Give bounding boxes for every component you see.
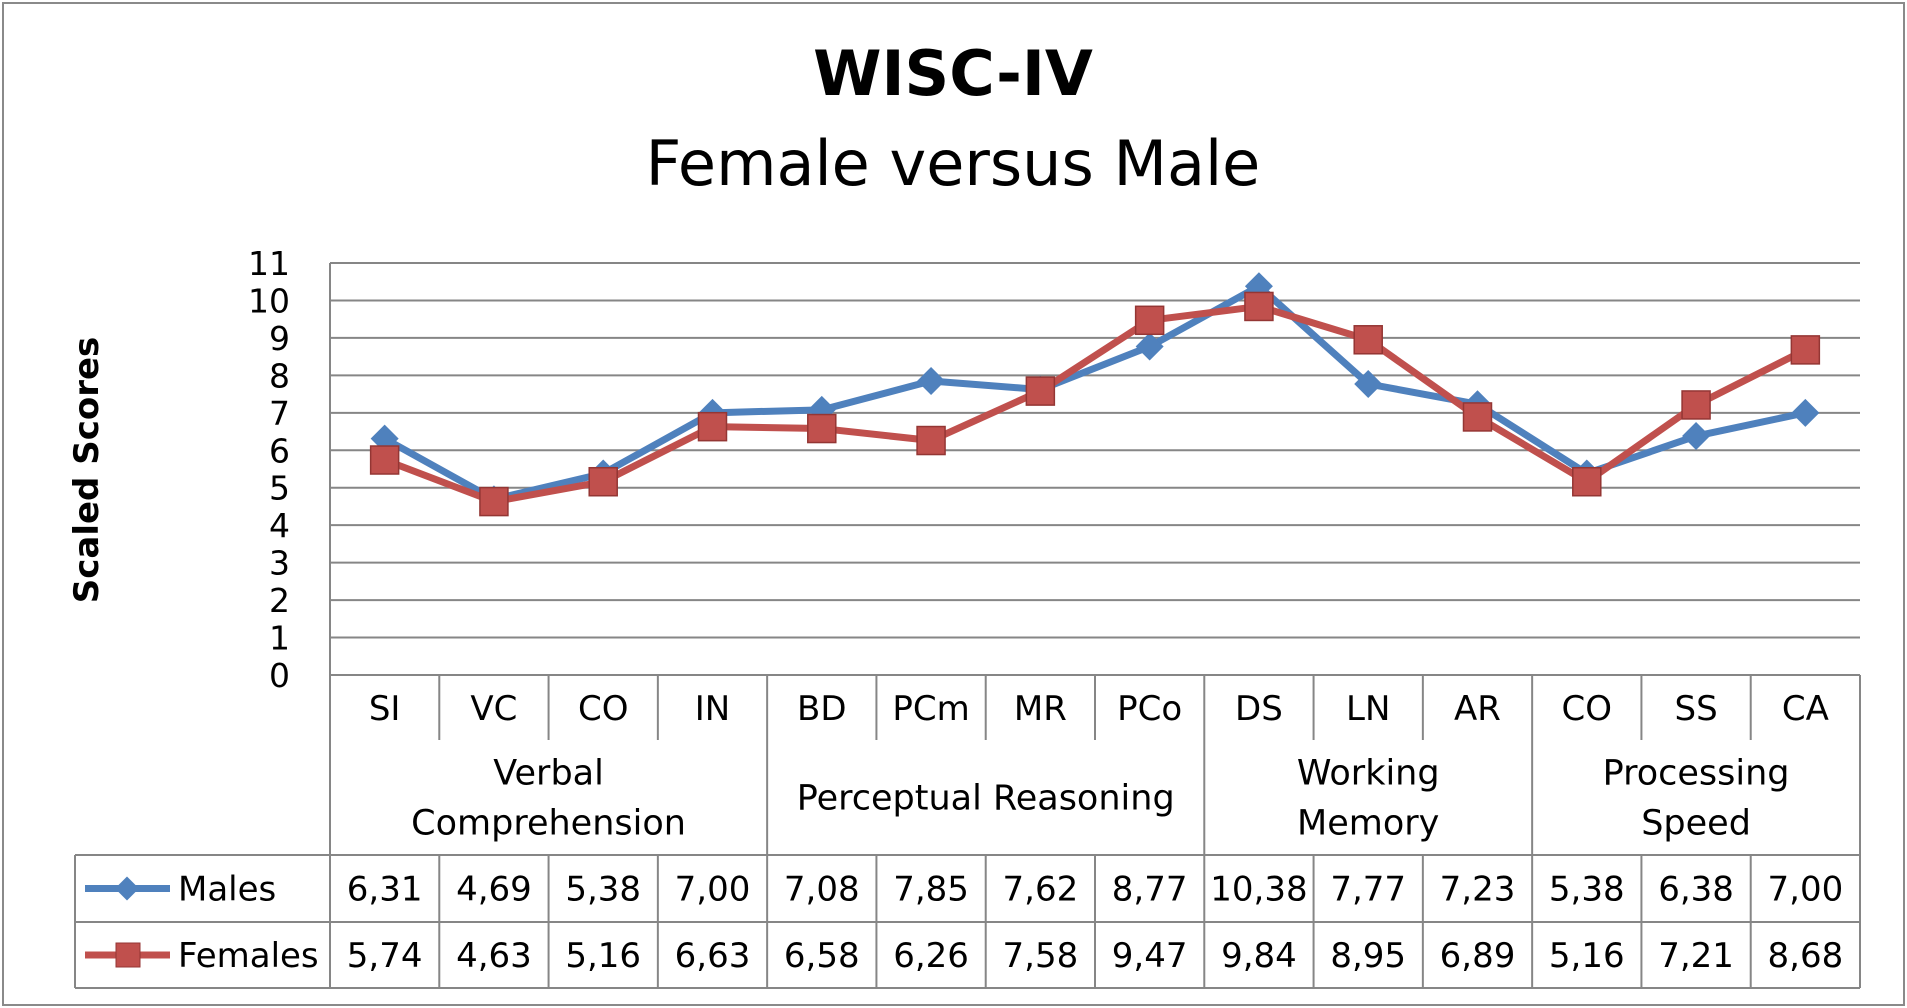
- y-tick-label: 8: [269, 356, 290, 395]
- y-tick-label: 1: [269, 619, 290, 658]
- x-tick-label: PCo: [1117, 689, 1182, 729]
- data-label: 4,69: [456, 870, 532, 910]
- x-tick-label: CO: [578, 689, 629, 729]
- data-label: 6,89: [1440, 936, 1516, 976]
- y-axis-label: Scaled Scores: [67, 337, 107, 604]
- y-tick-label: 5: [269, 469, 290, 508]
- data-label: 5,16: [1549, 936, 1625, 976]
- point-females: [916, 425, 946, 456]
- data-table: SI VC CO IN BD PCm MR PCo DS LN AR CO SS CA Verbal Comp…: [74, 675, 1861, 989]
- data-label: 7,77: [1330, 870, 1406, 910]
- point-females: [1681, 390, 1711, 420]
- chart-title: WISC-IV: [813, 37, 1093, 110]
- point-females: [1572, 466, 1602, 497]
- group-label: Working: [1297, 754, 1440, 794]
- point-females: [1790, 335, 1821, 365]
- x-tick-label: SI: [369, 689, 401, 729]
- data-label: 7,23: [1440, 870, 1516, 910]
- y-tick-label: 4: [269, 506, 290, 545]
- data-label: 9,84: [1221, 936, 1297, 976]
- data-label: 6,58: [784, 936, 860, 976]
- group-label: Speed: [1641, 804, 1751, 844]
- data-label: 6,31: [347, 870, 423, 910]
- data-label: 5,16: [565, 936, 641, 976]
- y-tick-label: 0: [269, 656, 290, 695]
- point-males: [1354, 369, 1383, 398]
- x-tick-label: LN: [1346, 689, 1390, 729]
- x-tick-label: PCm: [892, 689, 969, 729]
- x-tick-label: VC: [470, 689, 517, 729]
- data-label: 7,08: [784, 870, 860, 910]
- group-label: Memory: [1297, 804, 1439, 844]
- data-label: 6,26: [893, 936, 969, 976]
- point-females: [697, 411, 728, 442]
- point-females: [1462, 402, 1493, 432]
- chart-subtitle: Female versus Male: [646, 127, 1261, 200]
- plot-area: [369, 272, 1821, 517]
- data-label: 7,62: [1003, 870, 1079, 910]
- x-tick-label: SS: [1674, 689, 1717, 729]
- data-label: 8,77: [1112, 870, 1188, 910]
- data-label: 4,63: [456, 936, 532, 976]
- data-label: 7,21: [1658, 936, 1734, 976]
- group-label: Perceptual Reasoning: [797, 779, 1175, 819]
- legend-label: Males: [178, 870, 276, 910]
- data-label: 8,68: [1768, 936, 1844, 976]
- group-label: Comprehension: [411, 804, 686, 844]
- data-label: 6,38: [1658, 870, 1734, 910]
- y-tick-label: 7: [269, 394, 290, 433]
- data-label: 5,38: [1549, 870, 1625, 910]
- x-tick-label: AR: [1454, 689, 1501, 729]
- point-females: [369, 445, 400, 475]
- y-tick-label: 6: [269, 431, 290, 470]
- data-label: 9,47: [1112, 936, 1188, 976]
- legend-label: Females: [178, 936, 319, 976]
- data-label: 7,00: [1768, 870, 1844, 910]
- data-label: 7,85: [893, 870, 969, 910]
- point-males: [1791, 398, 1820, 427]
- series-line-females: [383, 302, 1807, 506]
- group-label: Processing: [1603, 754, 1790, 794]
- point-males: [917, 366, 946, 395]
- data-label: 5,38: [565, 870, 641, 910]
- data-label: 7,58: [1003, 936, 1079, 976]
- data-label: 8,95: [1330, 936, 1406, 976]
- data-label: 7,00: [675, 870, 751, 910]
- y-tick-label: 10: [248, 281, 290, 320]
- point-females: [1353, 325, 1383, 355]
- group-label: Verbal: [493, 754, 604, 794]
- legend-marker-diamond: [115, 876, 139, 901]
- y-tick-label: 11: [248, 244, 290, 283]
- y-tick-label: 2: [269, 581, 290, 620]
- data-label: 5,74: [347, 936, 423, 976]
- x-tick-label: CO: [1562, 689, 1613, 729]
- data-label: 10,38: [1210, 870, 1307, 910]
- point-females: [807, 413, 837, 444]
- x-tick-label: MR: [1014, 689, 1067, 729]
- series-line-males: [382, 282, 1807, 503]
- x-tick-label: BD: [797, 689, 847, 729]
- x-tick-label: CA: [1782, 689, 1829, 729]
- y-tick-label: 9: [269, 319, 290, 358]
- y-tick-label: 3: [269, 544, 290, 583]
- x-tick-label: IN: [695, 689, 730, 729]
- point-females: [479, 486, 509, 517]
- point-males: [1682, 422, 1711, 451]
- x-tick-label: DS: [1235, 689, 1283, 729]
- point-females: [1134, 305, 1165, 336]
- legend-marker-square: [115, 942, 141, 968]
- point-females: [1244, 291, 1274, 322]
- point-females: [1025, 376, 1056, 406]
- point-males: [1135, 332, 1164, 361]
- gridlines: [329, 262, 1860, 676]
- data-label: 6,63: [675, 936, 751, 976]
- point-females: [588, 466, 618, 497]
